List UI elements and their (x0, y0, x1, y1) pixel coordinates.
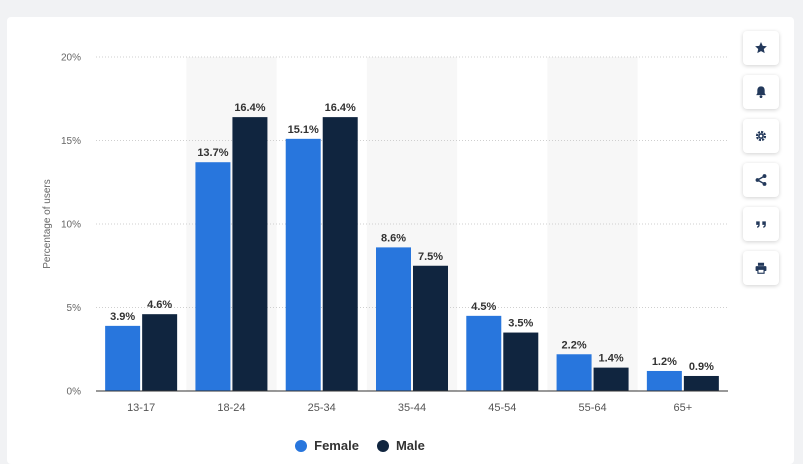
legend-swatch-female (295, 439, 308, 452)
data-label: 3.5% (508, 318, 533, 330)
y-axis-label: Percentage of users (42, 179, 53, 269)
bar-male-1[interactable] (142, 314, 178, 391)
data-label: 3.9% (110, 311, 135, 323)
data-label: 1.2% (652, 356, 677, 368)
x-tick-label: 45-54 (488, 402, 516, 414)
quote-icon (756, 221, 766, 228)
y-tick-label: 15% (61, 136, 81, 147)
y-axis-ticks: 0% 5% 10% 15% 20% (61, 53, 81, 398)
print-button[interactable] (743, 251, 779, 285)
bar-female-4[interactable] (376, 247, 411, 391)
data-label: 4.6% (147, 299, 172, 311)
bell-icon (756, 86, 766, 99)
y-tick-label: 10% (61, 220, 81, 231)
bar-female-3[interactable] (285, 138, 321, 391)
data-label: 0.9% (689, 361, 714, 373)
x-tick-label: 13-17 (127, 402, 155, 414)
data-label: 16.4% (325, 102, 356, 114)
notification-button[interactable] (743, 75, 779, 109)
data-label: 8.6% (381, 232, 406, 244)
bar-male-7[interactable] (683, 375, 719, 391)
data-label: 13.7% (197, 147, 228, 159)
share-button[interactable] (743, 163, 779, 197)
cite-button[interactable] (743, 207, 779, 241)
data-label: 15.1% (288, 124, 319, 136)
x-tick-label: 55-64 (579, 402, 607, 414)
bar-male-5[interactable] (503, 332, 539, 391)
star-icon (755, 42, 767, 54)
settings-button[interactable] (743, 119, 779, 153)
x-axis-ticks: 13-17 18-24 25-34 35-44 45-54 55-64 65+ (127, 402, 692, 414)
bar-female-1[interactable] (105, 325, 141, 391)
bars (105, 117, 719, 392)
bar-female-7[interactable] (646, 370, 682, 391)
data-label: 2.2% (562, 339, 587, 351)
toolbar (743, 31, 779, 295)
bar-female-2[interactable] (195, 162, 231, 391)
data-label: 1.4% (599, 353, 624, 365)
bar-male-3[interactable] (322, 117, 358, 392)
share-icon (755, 174, 767, 186)
bar-male-6[interactable] (593, 367, 629, 391)
y-tick-label: 5% (67, 303, 82, 314)
legend-label-male: Male (395, 438, 425, 453)
legend: Female Male (0, 438, 720, 453)
data-label: 7.5% (418, 251, 443, 263)
y-tick-label: 0% (67, 387, 82, 398)
y-tick-label: 20% (61, 53, 81, 64)
bar-female-5[interactable] (466, 315, 502, 391)
legend-swatch-male (376, 439, 389, 452)
gear-icon (755, 130, 767, 142)
bar-female-6[interactable] (556, 354, 592, 391)
value-labels: 3.9% 4.6% 13.7% 16.4% 15.1% 16.4% 8.6% 7.5% 4.5%… (110, 102, 714, 373)
favorite-button[interactable] (743, 31, 779, 65)
bar-male-2[interactable] (232, 117, 268, 392)
legend-item-male[interactable]: Male (376, 438, 425, 453)
column-band (547, 57, 638, 391)
data-label: 16.4% (234, 102, 265, 114)
legend-item-female[interactable]: Female (295, 438, 359, 453)
data-label: 4.5% (471, 301, 496, 313)
legend-label-female: Female (314, 438, 359, 453)
x-tick-label: 25-34 (308, 402, 336, 414)
x-tick-label: 65+ (674, 402, 693, 414)
print-icon (755, 262, 767, 274)
x-tick-label: 35-44 (398, 402, 426, 414)
x-tick-label: 18-24 (217, 402, 245, 414)
bar-male-4[interactable] (413, 265, 448, 391)
